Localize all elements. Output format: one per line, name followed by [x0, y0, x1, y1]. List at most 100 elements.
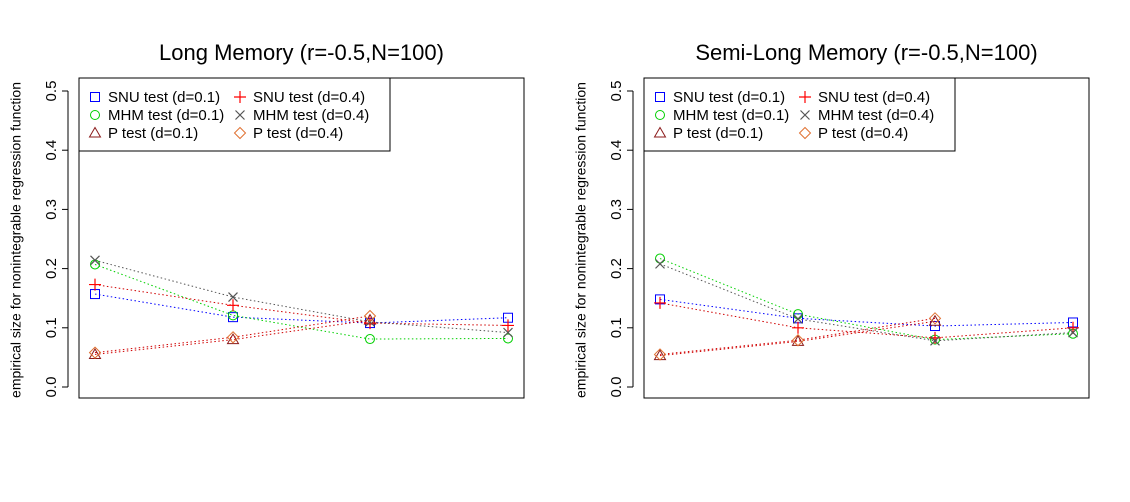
legend-label: SNU test (d=0.1) — [673, 89, 785, 106]
data-point — [502, 319, 514, 332]
y-tick-label: 0.0 — [608, 377, 625, 398]
legend-label: MHM test (d=0.1) — [108, 107, 224, 124]
legend-marker — [90, 92, 100, 102]
y-tick-label: 0.5 — [43, 81, 60, 102]
y-axis-label: empirical size for nonintegrable regress… — [573, 82, 589, 398]
legend-marker — [798, 126, 812, 140]
legend-item: MHM test (d=0.1) — [90, 107, 224, 124]
legend-marker — [233, 126, 247, 140]
data-point — [929, 331, 941, 344]
legend-label: MHM test (d=0.1) — [673, 107, 789, 124]
data-point — [503, 327, 513, 338]
y-tick-label: 0.1 — [608, 317, 625, 338]
legend-marker — [800, 110, 810, 120]
legend-label: P test (d=0.1) — [108, 125, 198, 142]
legend-marker — [653, 126, 667, 138]
data-point — [89, 278, 101, 291]
legend-item: P test (d=0.4) — [233, 125, 343, 142]
series-line — [94, 319, 371, 355]
legend-item: P test (d=0.1) — [653, 125, 763, 142]
y-tick-label: 0.4 — [608, 140, 625, 161]
series-line — [659, 258, 1074, 341]
legend-label: SNU test (d=0.4) — [818, 89, 930, 106]
chart-title: Semi-Long Memory (r=-0.5,N=100) — [695, 40, 1037, 65]
series-line — [659, 298, 1074, 327]
legend-label: SNU test (d=0.1) — [108, 89, 220, 106]
y-axis-label: empirical size for nonintegrable regress… — [8, 82, 24, 398]
series-line — [94, 259, 509, 334]
data-point — [653, 348, 667, 361]
data-point — [654, 296, 666, 309]
legend-item: SNU test (d=0.1) — [655, 89, 785, 106]
legend-box — [643, 77, 956, 152]
y-tick-label: 0.0 — [43, 377, 60, 398]
data-point — [364, 317, 376, 330]
legend-item: SNU test (d=0.1) — [90, 89, 220, 106]
series-line — [659, 263, 1074, 342]
legend-marker — [655, 110, 665, 120]
legend-marker — [234, 91, 246, 103]
series-5 — [655, 258, 1078, 346]
series-6 — [653, 312, 942, 361]
data-point — [653, 349, 667, 361]
series-line — [94, 263, 509, 340]
y-tick-label: 0.2 — [43, 258, 60, 279]
series-line — [94, 293, 509, 324]
legend-item: P test (d=0.1) — [88, 125, 198, 142]
legend-marker — [235, 110, 245, 120]
legend-marker — [655, 92, 665, 102]
data-point — [791, 334, 805, 346]
legend-label: MHM test (d=0.4) — [818, 107, 934, 124]
data-point — [227, 299, 239, 312]
chart-panel-1: Long Memory (r=-0.5,N=100) 0.0 0.1 0.2 0.3 0.… — [8, 40, 525, 399]
data-point — [503, 333, 513, 344]
series-1 — [90, 289, 513, 329]
y-tick-label: 0.1 — [43, 317, 60, 338]
y-tick-label: 0.2 — [608, 258, 625, 279]
legend-item: SNU test (d=0.4) — [799, 89, 930, 106]
legend-marker — [88, 126, 102, 138]
data-point — [226, 333, 240, 345]
series-line — [659, 302, 1074, 339]
data-point — [792, 321, 804, 334]
chart-panel-2: Semi-Long Memory (r=-0.5,N=100) 0.0 0.1 0.2… — [573, 40, 1090, 399]
legend-label: P test (d=0.1) — [673, 125, 763, 142]
y-tick-label: 0.3 — [608, 199, 625, 220]
y-tick-label: 0.3 — [43, 199, 60, 220]
series-6 — [88, 309, 377, 359]
series-1 — [655, 294, 1078, 332]
series-4 — [654, 296, 1079, 344]
data-point — [88, 346, 102, 359]
series-2 — [655, 253, 1078, 345]
legend-item: MHM test (d=0.1) — [655, 107, 789, 124]
data-point — [793, 313, 803, 324]
legend-item: P test (d=0.4) — [798, 125, 908, 142]
data-point — [363, 309, 377, 323]
legend-label: MHM test (d=0.4) — [253, 107, 369, 124]
legend-marker — [799, 91, 811, 103]
legend-item: SNU test (d=0.4) — [234, 89, 365, 106]
series-2 — [90, 259, 513, 345]
legend-item: MHM test (d=0.4) — [235, 107, 369, 124]
legend-label: SNU test (d=0.4) — [253, 89, 365, 106]
data-point — [1068, 327, 1078, 338]
data-point — [791, 334, 805, 347]
data-point — [655, 258, 665, 269]
data-point — [928, 312, 942, 325]
data-point — [365, 334, 375, 345]
chart-title: Long Memory (r=-0.5,N=100) — [159, 40, 444, 65]
data-point — [226, 331, 240, 344]
legend-item: MHM test (d=0.4) — [800, 107, 934, 124]
series-4 — [89, 278, 514, 332]
legend-marker — [90, 110, 100, 120]
y-tick-label: 0.5 — [608, 81, 625, 102]
y-tick-label: 0.4 — [43, 140, 60, 161]
legend-box — [78, 77, 391, 152]
data-point — [930, 335, 940, 346]
legend-label: P test (d=0.4) — [253, 125, 343, 142]
data-point — [90, 255, 100, 266]
series-line — [94, 284, 509, 326]
data-point — [228, 292, 238, 302]
